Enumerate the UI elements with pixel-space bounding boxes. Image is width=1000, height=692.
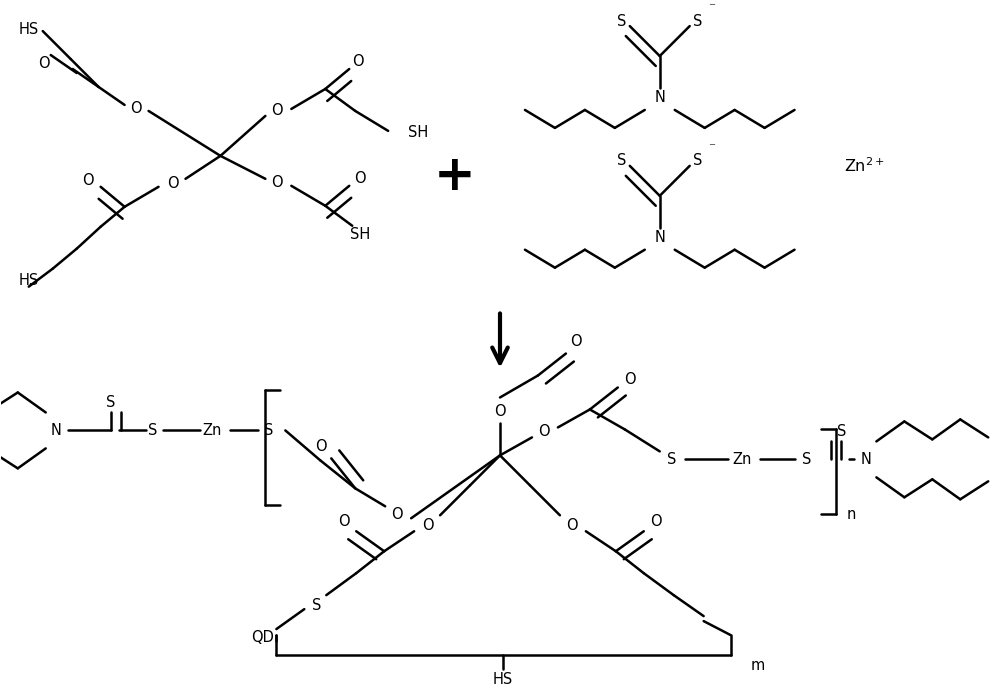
Text: O: O (624, 372, 636, 387)
Text: S: S (693, 14, 702, 28)
Text: O: O (338, 513, 350, 529)
Text: O: O (422, 518, 434, 533)
Text: S: S (693, 154, 702, 168)
Text: HS: HS (493, 671, 513, 686)
Text: O: O (650, 513, 662, 529)
Text: S: S (802, 452, 811, 467)
Text: O: O (494, 404, 506, 419)
Text: O: O (272, 103, 283, 118)
Text: O: O (82, 173, 93, 188)
Text: m: m (751, 657, 765, 673)
Text: N: N (654, 230, 665, 245)
Text: O: O (38, 55, 50, 71)
Text: O: O (130, 102, 141, 116)
Text: Zn: Zn (203, 423, 222, 438)
Text: N: N (654, 91, 665, 105)
Text: O: O (354, 172, 366, 186)
Text: n: n (846, 507, 856, 522)
Text: N: N (861, 452, 872, 467)
Text: HS: HS (19, 273, 39, 288)
Text: HS: HS (19, 21, 39, 37)
Text: O: O (391, 507, 403, 522)
Text: S: S (148, 423, 157, 438)
Text: S: S (617, 14, 626, 28)
Text: ⁻: ⁻ (708, 141, 715, 154)
Text: S: S (264, 423, 273, 438)
Text: SH: SH (408, 125, 428, 140)
Text: ⁻: ⁻ (708, 1, 715, 15)
Text: N: N (50, 423, 61, 438)
Text: O: O (570, 334, 582, 349)
Text: O: O (566, 518, 578, 533)
Text: O: O (315, 439, 327, 454)
Text: Zn$^{2+}$: Zn$^{2+}$ (844, 156, 885, 175)
Text: O: O (538, 424, 550, 439)
Text: +: + (434, 152, 476, 200)
Text: O: O (272, 175, 283, 190)
Text: SH: SH (350, 227, 370, 242)
Text: O: O (167, 176, 178, 191)
Text: S: S (106, 395, 115, 410)
Text: S: S (837, 424, 846, 439)
Text: S: S (617, 154, 626, 168)
Text: QD: QD (251, 630, 274, 644)
Text: Zn: Zn (732, 452, 751, 467)
Text: S: S (667, 452, 676, 467)
Text: O: O (352, 53, 364, 69)
Text: S: S (312, 598, 321, 612)
